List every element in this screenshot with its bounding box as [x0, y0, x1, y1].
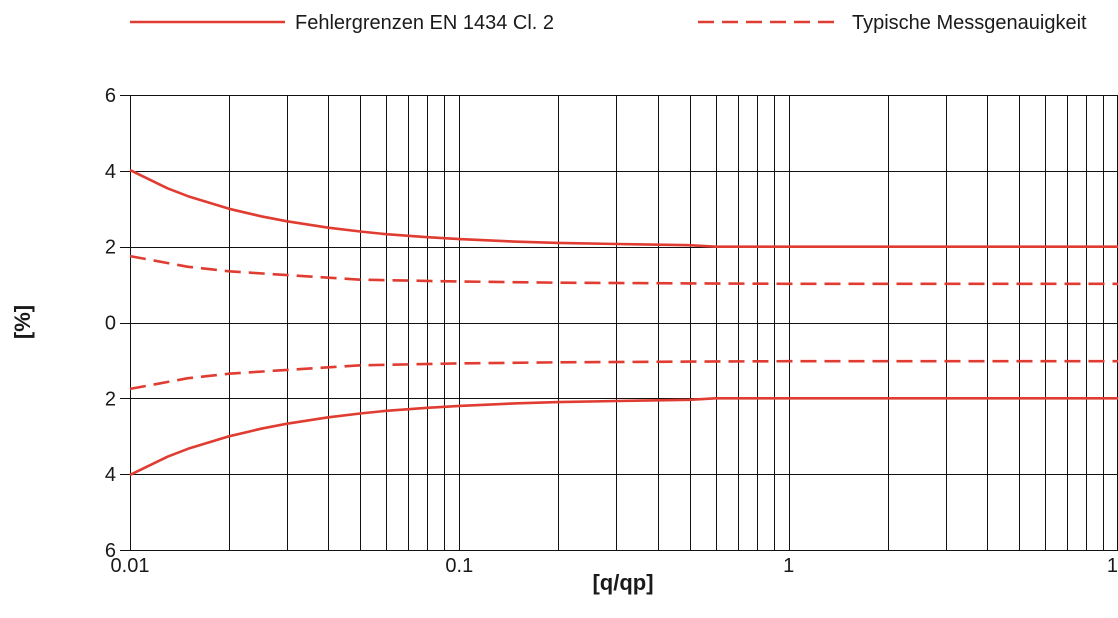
x-tick-label: 10 [1107, 555, 1118, 577]
grid [120, 95, 1118, 551]
y-tick-label: 2 [105, 388, 116, 410]
series-error-limit-upper [129, 168, 1118, 248]
y-tick-label: 4 [105, 464, 116, 486]
x-tick-label: 1 [783, 555, 794, 577]
series-error-limit-lower [129, 397, 1118, 477]
legend-label-limits: Fehlergrenzen EN 1434 Cl. 2 [295, 12, 554, 34]
legend: Fehlergrenzen EN 1434 Cl. 2 Typische Mes… [130, 12, 1087, 34]
y-tick-label: 6 [105, 540, 116, 562]
x-tick-label: 0.01 [111, 555, 150, 577]
y-tick-label: 0 [105, 313, 116, 335]
series-typical-accuracy-upper [129, 254, 1118, 286]
legend-label-typical: Typische Messgenauigkeit [852, 12, 1087, 34]
series-typical-accuracy-lower [129, 359, 1118, 391]
y-tick-label: 4 [105, 161, 116, 183]
y-axis-title: [%] [10, 305, 35, 339]
y-axis: 6 4 2 0 2 4 6 [105, 85, 116, 562]
x-axis: 0.01 0.1 1 10 [111, 555, 1118, 577]
y-tick-label: 2 [105, 237, 116, 259]
y-tick-label: 6 [105, 85, 116, 107]
x-axis-title: [q/qp] [592, 570, 653, 595]
x-tick-label: 0.1 [445, 555, 473, 577]
series-layer [129, 168, 1118, 477]
